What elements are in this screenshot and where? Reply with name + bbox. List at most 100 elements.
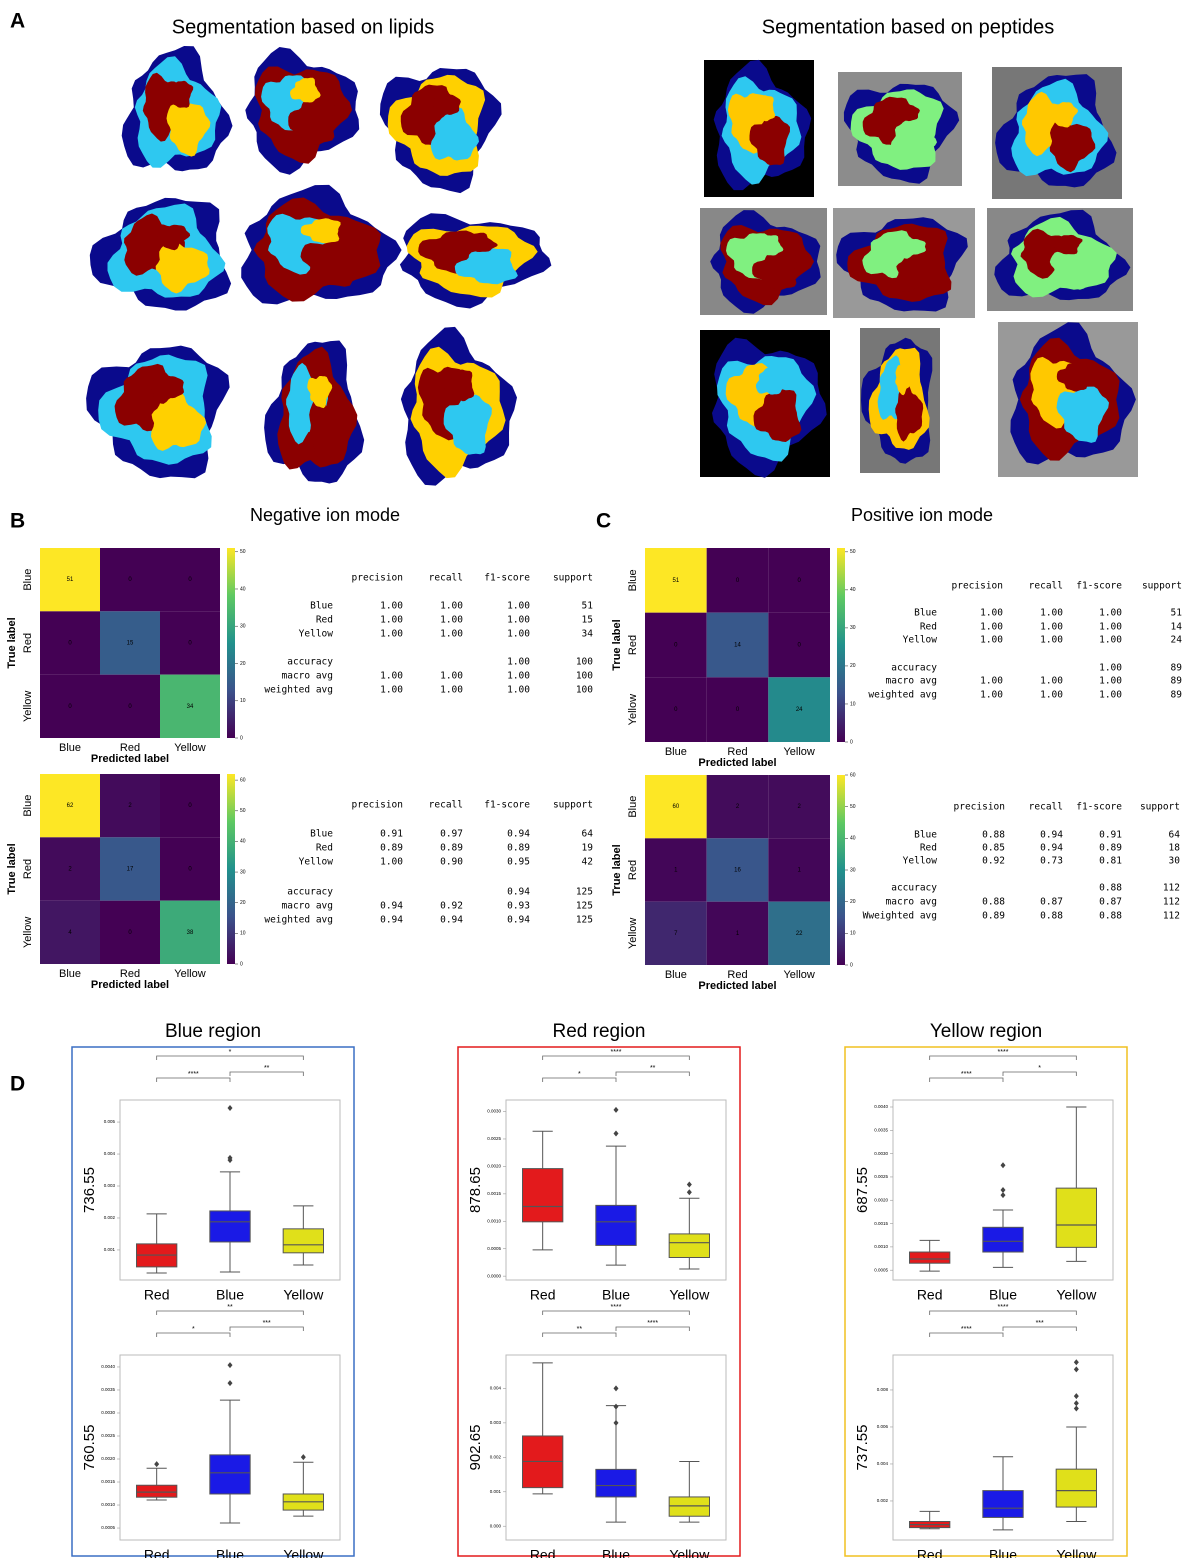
x-tick-label: Red [917,1287,943,1303]
y-tick-label: 0.002 [877,1498,889,1503]
report-row-label: accuracy [287,657,333,668]
report-value: 15 [582,615,593,626]
colorbar-tick-label: 30 [850,867,856,873]
report-value: 42 [582,857,593,868]
report-value: 1.00 [507,657,530,668]
report-row-label: macro avg [282,671,333,682]
significance-bracket [542,1055,690,1060]
plot-frame [505,1354,727,1541]
report-header: support [1142,581,1182,592]
x-tick-label: Red [917,1547,943,1558]
y-axis-label: 687.55 [854,1167,871,1213]
segment [755,366,787,395]
x-tick-label: Yellow [1056,1287,1097,1303]
y-axis-label: 878.65 [467,1167,484,1213]
x-tick-label: Red [120,968,140,980]
cell-value: 0 [68,704,72,710]
significance-label: ** [264,1065,270,1072]
report-value: 1.00 [507,629,530,640]
segment [155,239,210,294]
y-tick-label: 0.0015 [101,1479,115,1484]
matrix-cell [160,548,220,612]
y-tick-label: 0.0020 [874,1197,888,1202]
box [909,1251,951,1264]
report-value: 0.94 [507,915,530,926]
cell-value: 16 [734,868,741,874]
box [595,1204,637,1246]
segment [454,248,518,285]
cell-value: 0 [128,930,132,936]
colorbar [837,775,845,965]
report-value: 64 [1169,830,1181,841]
matrix-cell [100,774,160,838]
segment [307,376,333,409]
report-value: 30 [1169,856,1181,867]
report-value: 51 [1171,608,1183,619]
report-value: 1.00 [1099,622,1122,633]
significance-bracket [1002,1071,1077,1076]
report-value: 1.00 [380,629,403,640]
y-tick-label: 0.000 [490,1523,502,1528]
cell-value: 14 [734,643,741,649]
significance-label: **** [961,1071,972,1078]
x-tick-label: Yellow [174,742,205,754]
report-value: 0.94 [1040,843,1063,854]
matrix-cell [100,611,160,675]
box [282,1228,324,1254]
cell-value: 0 [736,578,740,584]
significance-bracket [615,1071,690,1076]
report-value: 1.00 [980,608,1003,619]
segment [443,394,492,455]
matrix-cell [768,901,830,965]
x-tick-label: Yellow [783,969,814,981]
report-value: 1.00 [380,685,403,696]
box [595,1468,637,1498]
plot-frame [119,1354,341,1541]
matrix-cell [40,674,100,738]
report-header: f1-score [484,800,530,811]
cell-value: 0 [128,704,132,710]
y-tick-label: 0.0025 [101,1433,115,1438]
report-value: 89 [1171,690,1183,701]
outlier [300,1454,306,1461]
report-header: precision [954,802,1005,813]
significance-label: **** [611,1304,622,1311]
significance-label: **** [961,1326,972,1333]
y-axis-label: 737.55 [854,1425,871,1471]
panel-label: B [10,510,25,533]
report-row-label: Red [316,615,333,626]
cell-value: 2 [797,804,801,810]
colorbar [227,548,235,738]
x-tick-label: Yellow [283,1287,324,1303]
significance-label: * [578,1071,581,1078]
box [209,1454,251,1495]
matrix-cell [645,677,707,742]
box [136,1484,178,1498]
report-row-label: Yellow [299,857,334,868]
x-tick-label: Red [144,1547,170,1558]
report-header: f1-score [1076,581,1122,592]
significance-bracket [929,1332,1004,1337]
x-tick-label: Red [144,1287,170,1303]
y-tick-label: 0.004 [490,1386,502,1391]
report-header: precision [352,573,403,584]
report-value: 1.00 [507,601,530,612]
report-value: 0.89 [1099,843,1122,854]
y-axis-label: True label [6,843,18,894]
y-tick-label: 0.0010 [101,1502,115,1507]
report-row-label: weighted avg [868,690,937,701]
colorbar-tick-label: 50 [240,549,246,555]
outlier [1073,1366,1079,1373]
segment [750,95,776,122]
report-value: 0.97 [440,829,463,840]
significance-label: **** [188,1071,199,1078]
report-value: 0.88 [1099,911,1122,922]
y-axis-label: 902.65 [467,1425,484,1471]
outlier [227,1104,233,1111]
significance-bracket [1002,1326,1077,1331]
matrix-cell [706,838,769,902]
x-tick-label: Red [530,1547,556,1558]
report-value: 1.00 [1099,608,1122,619]
x-tick-label: Blue [216,1287,244,1303]
matrix-cell [645,612,707,678]
